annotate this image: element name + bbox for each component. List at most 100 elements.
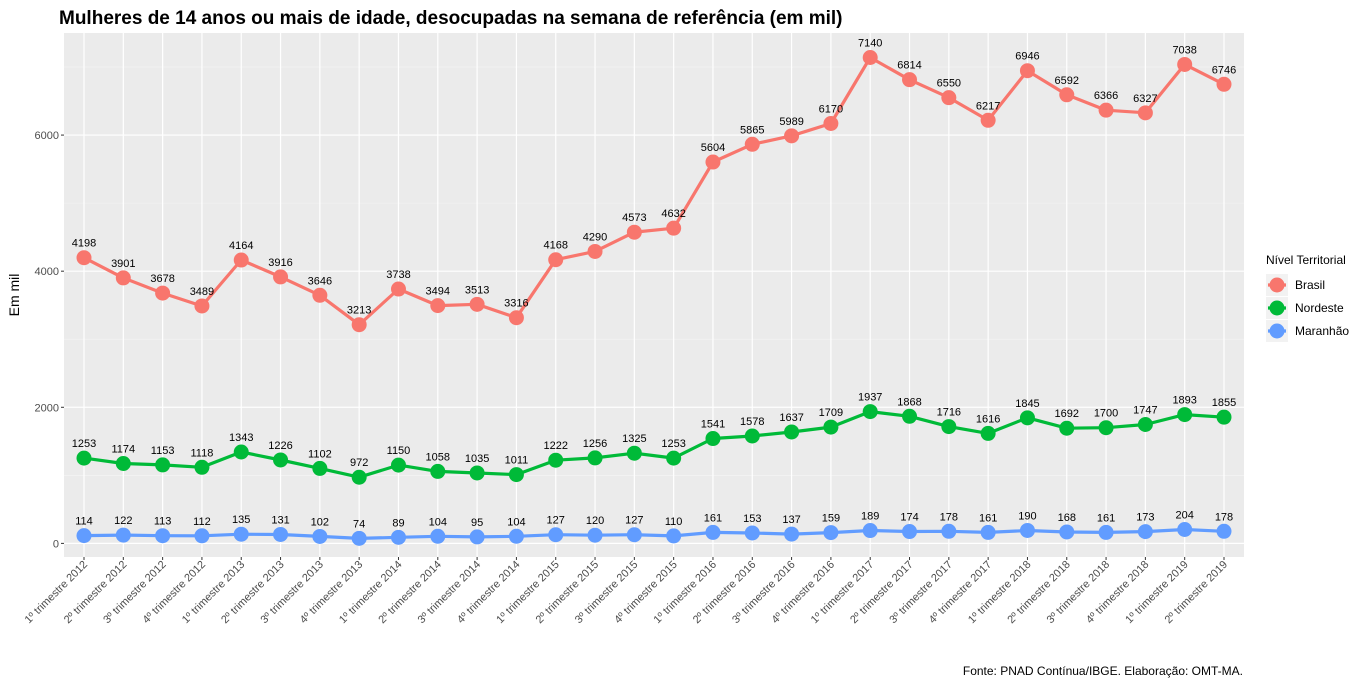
data-point-brasil [862, 49, 878, 65]
data-label-maranhao: 189 [861, 511, 879, 523]
data-point-brasil [744, 136, 760, 152]
source-caption: Fonte: PNAD Contínua/IBGE. Elaboração: O… [963, 664, 1243, 678]
data-label-brasil: 3494 [426, 286, 450, 298]
data-point-nordeste [1137, 417, 1153, 433]
data-label-nordeste: 1253 [661, 438, 685, 450]
data-point-nordeste [862, 404, 878, 420]
data-label-maranhao: 159 [822, 513, 840, 525]
data-label-brasil: 3738 [386, 269, 410, 281]
data-point-maranhao [1059, 524, 1075, 540]
data-label-nordeste: 1716 [937, 407, 961, 419]
data-label-maranhao: 168 [1058, 512, 1076, 524]
legend-label-brasil: Brasil [1295, 278, 1325, 292]
data-point-brasil [508, 310, 524, 326]
data-label-maranhao: 127 [625, 515, 643, 527]
data-label-brasil: 6946 [1015, 51, 1039, 63]
legend-label-maranhao: Maranhão [1295, 324, 1349, 338]
data-label-maranhao: 112 [193, 516, 211, 528]
data-label-maranhao: 122 [114, 515, 132, 527]
data-point-brasil [233, 252, 249, 268]
legend-title: Nível Territorial [1266, 253, 1346, 267]
data-label-maranhao: 104 [429, 516, 447, 528]
data-point-maranhao [666, 528, 682, 544]
legend-label-nordeste: Nordeste [1295, 301, 1344, 315]
data-point-maranhao [744, 525, 760, 541]
data-label-brasil: 4198 [72, 238, 96, 250]
data-point-nordeste [76, 450, 92, 466]
data-point-maranhao [1216, 523, 1232, 539]
data-point-brasil [666, 220, 682, 236]
data-label-maranhao: 137 [782, 514, 800, 526]
data-point-nordeste [115, 455, 131, 471]
data-point-maranhao [76, 528, 92, 544]
data-point-brasil [705, 154, 721, 170]
data-label-maranhao: 110 [665, 516, 683, 528]
data-label-brasil: 3489 [190, 286, 214, 298]
data-point-maranhao [1177, 522, 1193, 538]
data-label-brasil: 7140 [858, 37, 882, 49]
data-point-nordeste [233, 444, 249, 460]
data-point-maranhao [390, 529, 406, 545]
data-point-brasil [941, 90, 957, 106]
data-label-maranhao: 153 [743, 513, 761, 525]
data-point-maranhao [823, 525, 839, 541]
data-label-nordeste: 1709 [819, 407, 843, 419]
data-label-nordeste: 1035 [465, 453, 489, 465]
data-label-brasil: 6366 [1094, 90, 1118, 102]
data-point-nordeste [587, 450, 603, 466]
data-label-nordeste: 1011 [505, 455, 529, 467]
data-point-brasil [980, 112, 996, 128]
data-point-maranhao [430, 528, 446, 544]
data-point-nordeste [626, 445, 642, 461]
data-label-brasil: 6550 [937, 78, 961, 90]
legend-key-point-maranhao [1269, 323, 1285, 339]
data-label-nordeste: 1616 [976, 413, 1000, 425]
data-label-brasil: 4573 [622, 212, 646, 224]
data-label-nordeste: 1893 [1172, 395, 1196, 407]
data-point-brasil [273, 269, 289, 285]
data-label-brasil: 6592 [1055, 75, 1079, 87]
grid-minor [64, 66, 1244, 476]
data-point-nordeste [469, 465, 485, 481]
data-point-maranhao [312, 528, 328, 544]
data-point-maranhao [469, 529, 485, 545]
data-point-nordeste [705, 431, 721, 447]
data-point-brasil [312, 287, 328, 303]
data-point-nordeste [548, 452, 564, 468]
data-point-maranhao [1019, 522, 1035, 538]
data-point-nordeste [980, 425, 996, 441]
data-point-brasil [76, 250, 92, 266]
data-point-nordeste [430, 463, 446, 479]
data-label-brasil: 3213 [347, 305, 371, 317]
data-label-maranhao: 89 [392, 517, 404, 529]
data-point-maranhao [351, 530, 367, 546]
data-label-brasil: 4168 [543, 240, 567, 252]
data-point-brasil [1216, 76, 1232, 92]
data-label-nordeste: 1700 [1094, 408, 1118, 420]
data-label-nordeste: 1256 [583, 438, 607, 450]
data-label-maranhao: 104 [507, 516, 525, 528]
data-label-brasil: 4290 [583, 231, 607, 243]
data-label-maranhao: 113 [154, 516, 172, 528]
data-point-maranhao [941, 523, 957, 539]
y-axis-label: Em mil [6, 274, 22, 317]
data-point-maranhao [862, 523, 878, 539]
data-label-nordeste: 1058 [426, 451, 450, 463]
data-point-brasil [902, 72, 918, 88]
data-point-maranhao [1137, 524, 1153, 540]
data-label-maranhao: 135 [232, 514, 250, 526]
data-label-brasil: 6814 [897, 60, 921, 72]
data-label-brasil: 6746 [1212, 64, 1236, 76]
data-point-brasil [784, 128, 800, 144]
series-layer [76, 49, 1232, 546]
data-point-brasil [115, 270, 131, 286]
data-point-brasil [823, 116, 839, 132]
data-point-nordeste [351, 469, 367, 485]
data-label-brasil: 7038 [1172, 44, 1196, 56]
data-point-brasil [626, 224, 642, 240]
data-label-maranhao: 95 [471, 517, 483, 529]
data-label-brasil: 5865 [740, 124, 764, 136]
data-point-brasil [194, 298, 210, 314]
data-label-nordeste: 1845 [1015, 398, 1039, 410]
data-point-nordeste [1019, 410, 1035, 426]
